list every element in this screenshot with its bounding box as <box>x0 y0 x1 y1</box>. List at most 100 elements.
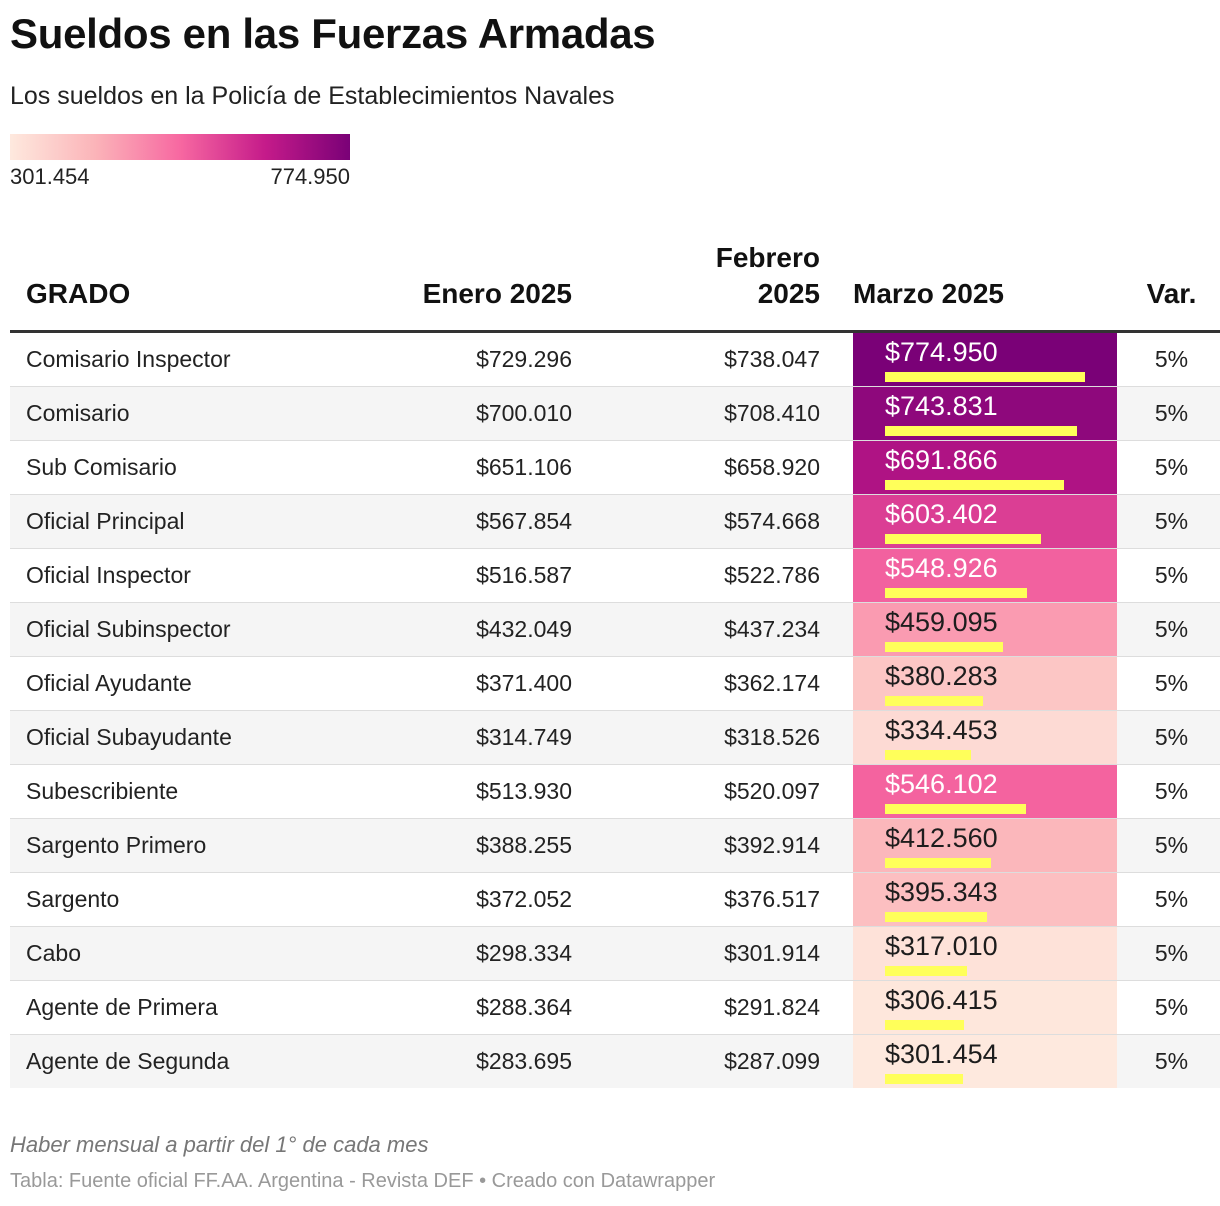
marzo-cell-content: $334.453 <box>853 711 1117 764</box>
cell-var: 5% <box>1117 872 1220 927</box>
salary-table: GRADO Enero 2025 Febrero 2025 Marzo 2025 … <box>10 240 1220 1088</box>
cell-enero: $651.106 <box>316 440 572 495</box>
table-row: Oficial Subayudante $314.749 $318.526 $334.… <box>10 710 1220 765</box>
marzo-bar <box>885 966 967 976</box>
marzo-bar <box>885 804 1026 814</box>
marzo-bar <box>885 858 991 868</box>
marzo-value: $459.095 <box>885 607 998 637</box>
cell-febrero: $318.526 <box>572 710 820 765</box>
marzo-bar <box>885 480 1064 490</box>
cell-marzo: $743.831 <box>853 386 1117 441</box>
marzo-cell-content: $380.283 <box>853 657 1117 710</box>
cell-febrero: $437.234 <box>572 602 820 657</box>
cell-febrero: $522.786 <box>572 548 820 603</box>
table-row: Oficial Subinspector $432.049 $437.234 $459… <box>10 602 1220 657</box>
cell-var: 5% <box>1117 494 1220 549</box>
chart-subtitle: Los sueldos en la Policía de Establecimi… <box>10 82 615 110</box>
cell-grado: Oficial Inspector <box>10 548 316 603</box>
legend-min-label: 301.454 <box>10 164 90 189</box>
cell-febrero: $301.914 <box>572 926 820 981</box>
header-grado[interactable]: GRADO <box>10 240 316 333</box>
marzo-cell-content: $691.866 <box>853 441 1117 494</box>
cell-febrero: $658.920 <box>572 440 820 495</box>
cell-enero: $298.334 <box>316 926 572 981</box>
cell-enero: $432.049 <box>316 602 572 657</box>
marzo-cell-content: $603.402 <box>853 495 1117 548</box>
marzo-value: $548.926 <box>885 553 998 583</box>
cell-spacer <box>820 386 853 441</box>
marzo-value: $412.560 <box>885 823 998 853</box>
cell-enero: $372.052 <box>316 872 572 927</box>
cell-spacer <box>820 602 853 657</box>
marzo-value: $334.453 <box>885 715 998 745</box>
marzo-bar <box>885 1020 964 1030</box>
cell-spacer <box>820 710 853 765</box>
header-febrero[interactable]: Febrero 2025 <box>572 240 820 333</box>
table-row: Sargento Primero $388.255 $392.914 $412.560… <box>10 818 1220 873</box>
marzo-value: $395.343 <box>885 877 998 907</box>
header-var[interactable]: Var. <box>1117 240 1220 333</box>
table-row: Oficial Ayudante $371.400 $362.174 $380.283… <box>10 656 1220 711</box>
table-row: Oficial Inspector $516.587 $522.786 $548.92… <box>10 548 1220 603</box>
marzo-cell-content: $743.831 <box>853 387 1117 440</box>
cell-var: 5% <box>1117 1034 1220 1088</box>
marzo-value: $546.102 <box>885 769 998 799</box>
cell-grado: Agente de Primera <box>10 980 316 1035</box>
marzo-cell-content: $546.102 <box>853 765 1117 818</box>
marzo-cell-content: $774.950 <box>853 333 1117 386</box>
legend-gradient-bar <box>10 134 350 160</box>
cell-grado: Cabo <box>10 926 316 981</box>
cell-spacer <box>820 872 853 927</box>
cell-grado: Oficial Ayudante <box>10 656 316 711</box>
table-body: Comisario Inspector $729.296 $738.047 $774.… <box>10 331 1220 1088</box>
marzo-bar <box>885 642 1003 652</box>
cell-var: 5% <box>1117 440 1220 495</box>
cell-marzo: $412.560 <box>853 818 1117 873</box>
cell-grado: Agente de Segunda <box>10 1034 316 1088</box>
cell-spacer <box>820 548 853 603</box>
cell-marzo: $774.950 <box>853 331 1117 387</box>
table-header-row: GRADO Enero 2025 Febrero 2025 Marzo 2025 … <box>10 240 1220 333</box>
cell-febrero: $287.099 <box>572 1034 820 1088</box>
marzo-cell-content: $459.095 <box>853 603 1117 656</box>
cell-var: 5% <box>1117 656 1220 711</box>
cell-spacer <box>820 926 853 981</box>
header-marzo[interactable]: Marzo 2025 <box>853 240 1117 333</box>
cell-febrero: $738.047 <box>572 331 820 387</box>
cell-febrero: $291.824 <box>572 980 820 1035</box>
cell-enero: $388.255 <box>316 818 572 873</box>
cell-marzo: $334.453 <box>853 710 1117 765</box>
marzo-value: $301.454 <box>885 1039 998 1069</box>
table-row: Oficial Principal $567.854 $574.668 $603.40… <box>10 494 1220 549</box>
cell-marzo: $317.010 <box>853 926 1117 981</box>
marzo-value: $691.866 <box>885 445 998 475</box>
cell-spacer <box>820 440 853 495</box>
marzo-value: $317.010 <box>885 931 998 961</box>
cell-marzo: $548.926 <box>853 548 1117 603</box>
header-spacer <box>820 240 853 333</box>
marzo-value: $603.402 <box>885 499 998 529</box>
cell-spacer <box>820 818 853 873</box>
marzo-value: $743.831 <box>885 391 998 421</box>
cell-marzo: $459.095 <box>853 602 1117 657</box>
cell-enero: $283.695 <box>316 1034 572 1088</box>
cell-spacer <box>820 980 853 1035</box>
color-legend: 301.454 774.950 <box>10 134 350 190</box>
cell-grado: Oficial Principal <box>10 494 316 549</box>
cell-grado: Oficial Subinspector <box>10 602 316 657</box>
cell-marzo: $380.283 <box>853 656 1117 711</box>
header-enero[interactable]: Enero 2025 <box>316 240 572 333</box>
marzo-value: $380.283 <box>885 661 998 691</box>
table-row: Subescribiente $513.930 $520.097 $546.102 5% <box>10 764 1220 819</box>
cell-enero: $516.587 <box>316 548 572 603</box>
cell-febrero: $362.174 <box>572 656 820 711</box>
cell-enero: $513.930 <box>316 764 572 819</box>
cell-var: 5% <box>1117 386 1220 441</box>
cell-var: 5% <box>1117 710 1220 765</box>
marzo-value: $306.415 <box>885 985 998 1015</box>
cell-febrero: $708.410 <box>572 386 820 441</box>
cell-marzo: $546.102 <box>853 764 1117 819</box>
cell-marzo: $691.866 <box>853 440 1117 495</box>
table-row: Comisario Inspector $729.296 $738.047 $774.… <box>10 331 1220 387</box>
